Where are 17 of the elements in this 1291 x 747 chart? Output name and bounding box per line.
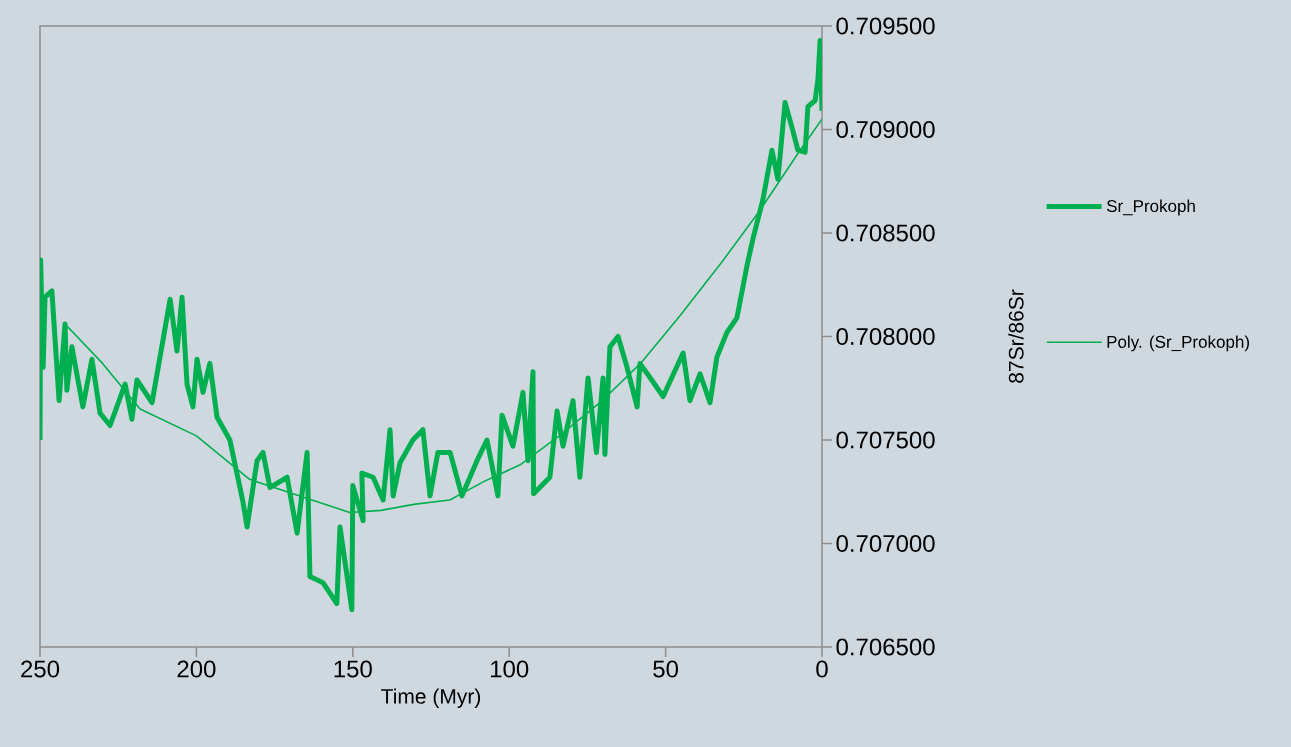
x-tick-label: 250 <box>21 660 60 678</box>
y-tick-label: 0.706500 <box>836 638 935 656</box>
x-tick-label: 0 <box>816 660 828 678</box>
y-axis-title: 87Sr/86Sr <box>1008 289 1024 383</box>
x-tick-label: 150 <box>334 660 372 678</box>
x-tick-label: 200 <box>177 660 216 678</box>
x-tick-label: 50 <box>653 660 678 678</box>
x-axis-title: Time (Myr) <box>381 688 481 708</box>
y-tick-label: 0.707500 <box>836 431 935 449</box>
y-tick-label: 0.708500 <box>836 224 935 242</box>
y-tick-label: 0.707000 <box>836 535 935 552</box>
legend-label: Poly. (Sr_Prokoph) <box>1107 335 1249 352</box>
x-tick-label: 100 <box>491 660 529 678</box>
legend-label: Sr_Prokoph <box>1106 199 1195 216</box>
y-tick-label: 0.709500 <box>836 17 935 35</box>
y-tick-label: 0.709000 <box>836 121 935 138</box>
y-tick-label: 0.708000 <box>836 328 935 345</box>
